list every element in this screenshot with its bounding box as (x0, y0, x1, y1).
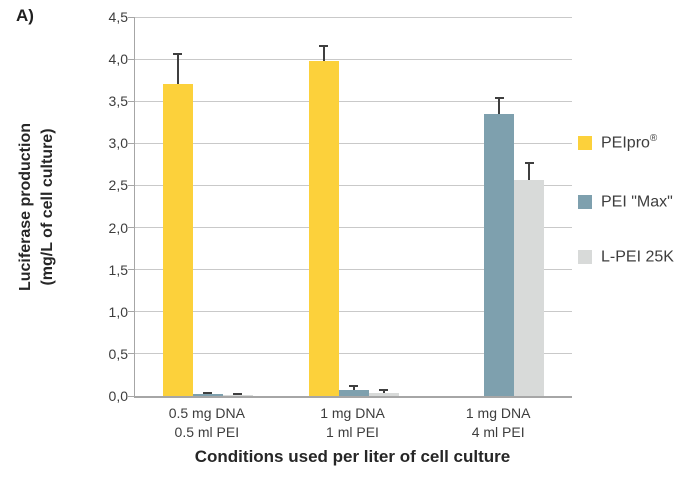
error-bar-cap (173, 53, 183, 56)
y-axis-tick-mark (128, 269, 135, 271)
x-axis-title: Conditions used per liter of cell cultur… (194, 447, 511, 466)
error-bar-cap (379, 389, 388, 392)
error-bar-cap (349, 384, 358, 387)
legend-label-peipro-text: PEIpro (601, 134, 650, 152)
gridline (135, 184, 572, 186)
x-category-label-line1: 0.5 mg DNA (168, 405, 245, 421)
legend-label-peipro: PEIpro® (601, 133, 657, 152)
gridline (135, 353, 572, 355)
bar-l-pei-25k-group2 (368, 392, 399, 396)
bar-pei-max--group1 (192, 394, 223, 396)
bar-peipro--group2 (308, 60, 339, 396)
y-axis-title: Luciferase production (mg/L of cell cult… (15, 37, 61, 377)
y-axis-tick-label: 0,0 (108, 388, 128, 404)
legend-label-pei-max: PEI "Max" (601, 192, 673, 211)
x-category-label-line2: 1 ml PEI (326, 424, 379, 440)
x-category-label-group2: 1 mg DNA 1 ml PEI (293, 404, 413, 442)
y-axis-tick-mark (128, 353, 135, 355)
legend-swatch-pei-max (578, 195, 592, 209)
legend-item-lpei-25k: L-PEI 25K (578, 246, 674, 268)
legend-item-pei-max: PEI "Max" (578, 191, 673, 213)
y-axis-tick-label: 2,5 (108, 177, 128, 194)
bar-pei-max--group2 (338, 390, 369, 396)
y-axis-tick-mark (128, 227, 135, 229)
bar-l-pei-25k-group1 (222, 395, 253, 396)
gridline (135, 58, 572, 60)
plot-area (128, 16, 572, 398)
legend-label-lpei-25k: L-PEI 25K (601, 247, 674, 266)
gridline (135, 16, 572, 18)
y-axis-tick-label: 4,5 (108, 9, 128, 25)
y-axis-tick-label: 1,5 (108, 261, 128, 278)
y-axis-tick-mark (128, 100, 135, 102)
y-axis-tick-mark (128, 395, 135, 397)
gridline (135, 227, 572, 229)
bar-peipro--group1 (162, 83, 193, 396)
error-bar-stem (498, 97, 501, 114)
x-category-label-line1: 1 mg DNA (320, 405, 385, 421)
y-axis-title-line1: Luciferase production (17, 122, 34, 292)
y-axis-tick-mark (128, 184, 135, 186)
panel-label: A) (16, 6, 34, 25)
x-category-label-line1: 1 mg DNA (465, 405, 531, 421)
y-axis-tick-label: 3,5 (108, 93, 128, 110)
y-axis-tick-label: 2,0 (108, 219, 128, 236)
registered-trademark-symbol: ® (649, 133, 658, 145)
error-bar-cap (494, 96, 504, 99)
error-bar-cap (233, 392, 243, 395)
legend-label-pei-max-text: PEI "Max" (601, 193, 673, 211)
gridline (135, 311, 572, 313)
error-bar-stem (352, 385, 355, 391)
gridline (135, 142, 572, 144)
error-bar-cap (203, 391, 213, 394)
x-category-label-line2: 4 ml PEI (471, 424, 525, 440)
legend-swatch-peipro (578, 136, 592, 150)
legend-item-peipro: PEIpro® (578, 132, 657, 154)
y-axis-tick-label: 4,0 (108, 51, 128, 68)
y-axis-tick-mark (128, 58, 135, 60)
y-axis-tick-mark (128, 142, 135, 144)
x-category-label-group1: 0.5 mg DNA 0.5 ml PEI (147, 404, 267, 442)
error-bar-stem (176, 54, 179, 84)
error-bar-cap (524, 161, 534, 164)
x-category-label-group3: 1 mg DNA 4 ml PEI (438, 404, 558, 442)
x-category-label-line2: 0.5 ml PEI (174, 424, 240, 440)
error-bar-stem (528, 162, 531, 180)
bar-pei-max--group3 (484, 113, 515, 396)
y-axis-tick-mark (128, 16, 135, 18)
y-axis-tick-label: 1,0 (108, 303, 128, 320)
legend-swatch-lpei-25k (578, 250, 592, 264)
error-bar-stem (382, 390, 385, 393)
error-bar-stem (322, 45, 325, 61)
bar-l-pei-25k-group3 (514, 179, 545, 396)
gridline (135, 100, 572, 102)
gridline (135, 269, 572, 271)
y-axis-title-line2: (mg/L of cell culture) (39, 128, 56, 286)
y-axis-tick-label: 0,5 (108, 345, 128, 362)
error-bar-cap (319, 44, 328, 47)
y-axis-tick-label: 3,0 (108, 135, 128, 152)
y-axis-tick-mark (128, 311, 135, 313)
legend-label-lpei-25k-text: L-PEI 25K (601, 248, 674, 266)
